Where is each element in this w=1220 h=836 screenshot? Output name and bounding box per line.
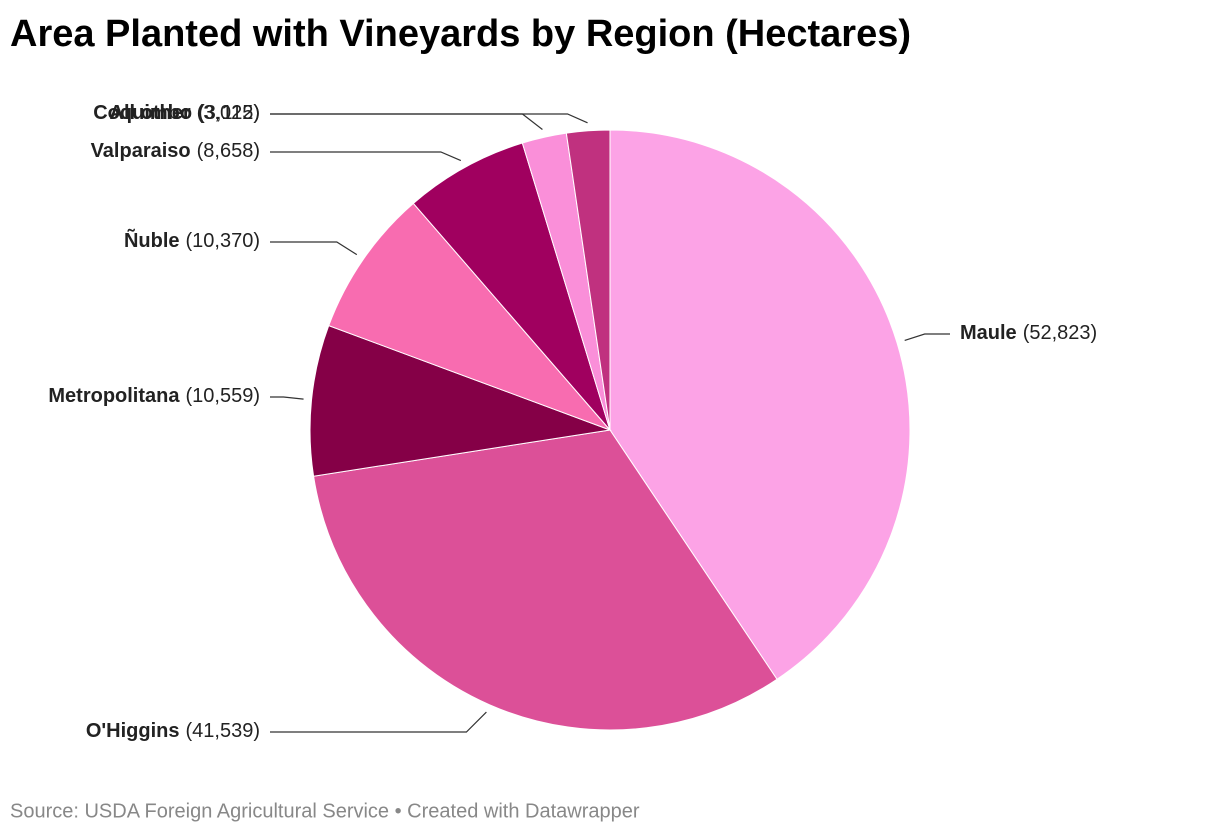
slice-value: (3,115) — [198, 102, 260, 124]
leader-line — [270, 711, 487, 733]
pie-slice — [412, 142, 611, 431]
slice-label: O'Higgins (41,539) — [86, 720, 260, 742]
slice-name: Metropolitana — [48, 385, 180, 407]
slice-label: Valparaiso (8,658) — [91, 140, 260, 162]
slice-name: Ñuble — [124, 229, 180, 252]
slice-name: O'Higgins — [86, 720, 180, 742]
leader-line — [270, 241, 358, 256]
slice-value: (10,559) — [186, 385, 261, 407]
pie-slice — [309, 324, 612, 477]
slice-value: (8,658) — [197, 140, 260, 162]
slice-name: Maule — [960, 322, 1017, 344]
leader-line — [270, 396, 304, 400]
pie-slice — [313, 429, 778, 731]
slice-label: Coquimbo (3,115) — [93, 102, 260, 124]
slice-name: All other — [110, 102, 191, 124]
pie-slice — [328, 202, 611, 431]
slice-label: Metropolitana (10,559) — [48, 385, 260, 407]
slice-value: (3,022) — [197, 102, 260, 124]
slice-value: (52,823) — [1023, 322, 1098, 344]
pie-slice — [565, 129, 611, 431]
slice-name: Coquimbo — [93, 102, 192, 124]
leader-line — [270, 113, 588, 124]
source-note: Source: USDA Foreign Agricultural Servic… — [10, 800, 640, 822]
leader-line — [270, 151, 462, 162]
slice-value: (10,370) — [186, 230, 261, 252]
leader-line — [270, 113, 543, 130]
slice-label: Maule (52,823) — [960, 322, 1097, 344]
leader-line — [904, 333, 950, 341]
slice-label: All other (3,022) — [110, 102, 261, 124]
slice-name: Valparaiso — [91, 140, 191, 162]
slice-value: (41,539) — [186, 720, 261, 742]
slice-label: Ñuble (10,370) — [124, 229, 260, 252]
chart-title: Area Planted with Vineyards by Region (H… — [10, 13, 911, 55]
